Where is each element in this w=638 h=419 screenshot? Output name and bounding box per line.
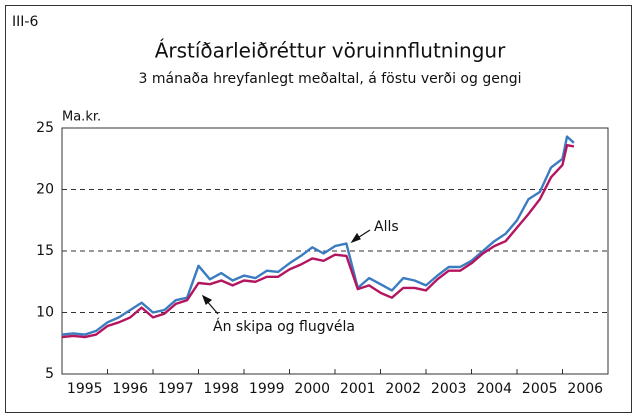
x-tick-label: 1997 [158,381,194,397]
x-tick-label: 1995 [67,381,103,397]
y-tick-label: 25 [36,120,54,136]
annotation: Alls [374,219,399,235]
arrows [201,229,371,315]
x-tick-label: 2005 [522,381,558,397]
x-tick-label: 1998 [203,381,239,397]
arrowhead [350,232,361,244]
y-tick-label: 20 [36,182,54,198]
figure-label: III-6 [12,14,38,30]
y-tick-label: 15 [36,243,54,259]
series-line [61,144,575,339]
y-tick-label: 10 [36,305,54,321]
y-unit: Ma.kr. [62,110,101,125]
chart-subtitle: 3 mánaða hreyfanlegt meðaltal, á föstu v… [139,71,522,87]
x-tick-label: 2001 [340,381,376,397]
chart-title: Árstíðarleiðréttur vöruinnflutningur [155,39,506,63]
x-tick-label: 2002 [385,381,421,397]
plot-area [61,127,609,375]
y-tick-label: 5 [45,366,54,382]
x-tick-label: 1996 [112,381,148,397]
x-tick-label: 2004 [476,381,512,397]
frame [5,5,632,413]
x-tick-label: 2006 [567,381,603,397]
x-tick-label: 2003 [431,381,467,397]
annotation: Án skipa og flugvéla [213,318,355,335]
x-tick-label: 2000 [294,381,330,397]
arrowhead [201,294,213,305]
x-tick-label: 1999 [249,381,285,397]
series-line [61,135,575,336]
